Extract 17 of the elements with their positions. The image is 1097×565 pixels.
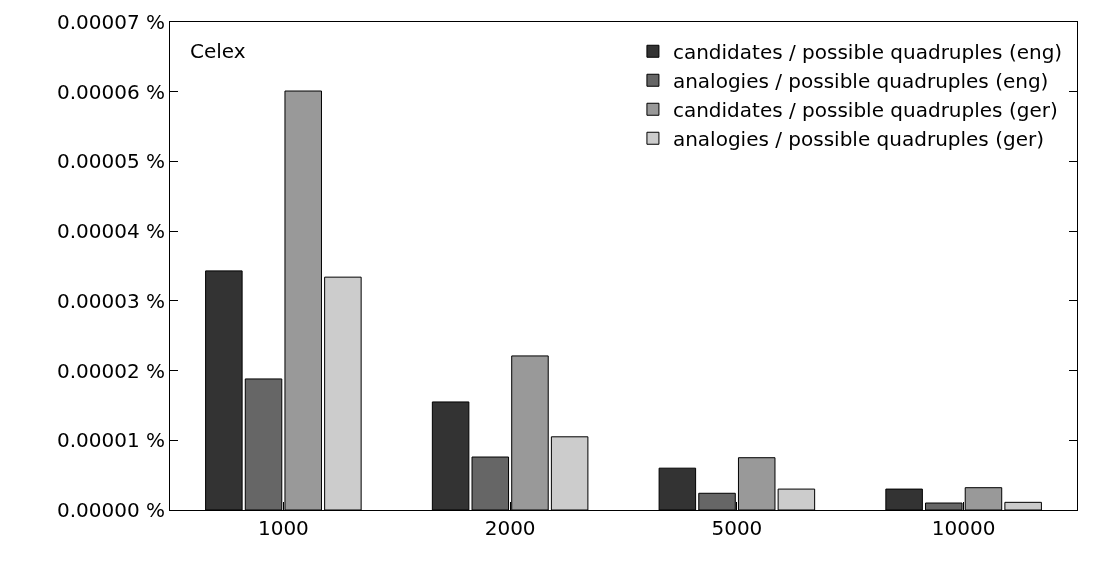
legend-label: analogies / possible quadruples (ger) [672, 127, 1044, 152]
x-tick-label: 1000 [257, 516, 309, 540]
x-tick-label: 10000 [931, 516, 996, 540]
y-tick-label: 0.00007 % [56, 10, 165, 34]
y-tick-label: 0.00006 % [56, 79, 165, 104]
legend-label: candidates / possible quadruples (ger) [672, 98, 1058, 123]
y-tick-label: 0.00001 % [56, 428, 165, 453]
x-tick-label: 5000 [711, 516, 763, 540]
y-tick-label: 0.00004 % [56, 219, 165, 244]
legend-label: analogies / possible quadruples (eng) [672, 69, 1049, 94]
legend-label: candidates / possible quadruples (eng) [672, 40, 1063, 65]
y-tick-label: 0.00000 % [56, 498, 165, 522]
y-tick-label: 0.00005 % [56, 149, 165, 174]
y-tick-label: 0.00002 % [56, 358, 165, 383]
x-tick-label: 2000 [484, 516, 536, 540]
annotation: Celex [190, 39, 246, 63]
y-tick-label: 0.00003 % [56, 288, 165, 313]
